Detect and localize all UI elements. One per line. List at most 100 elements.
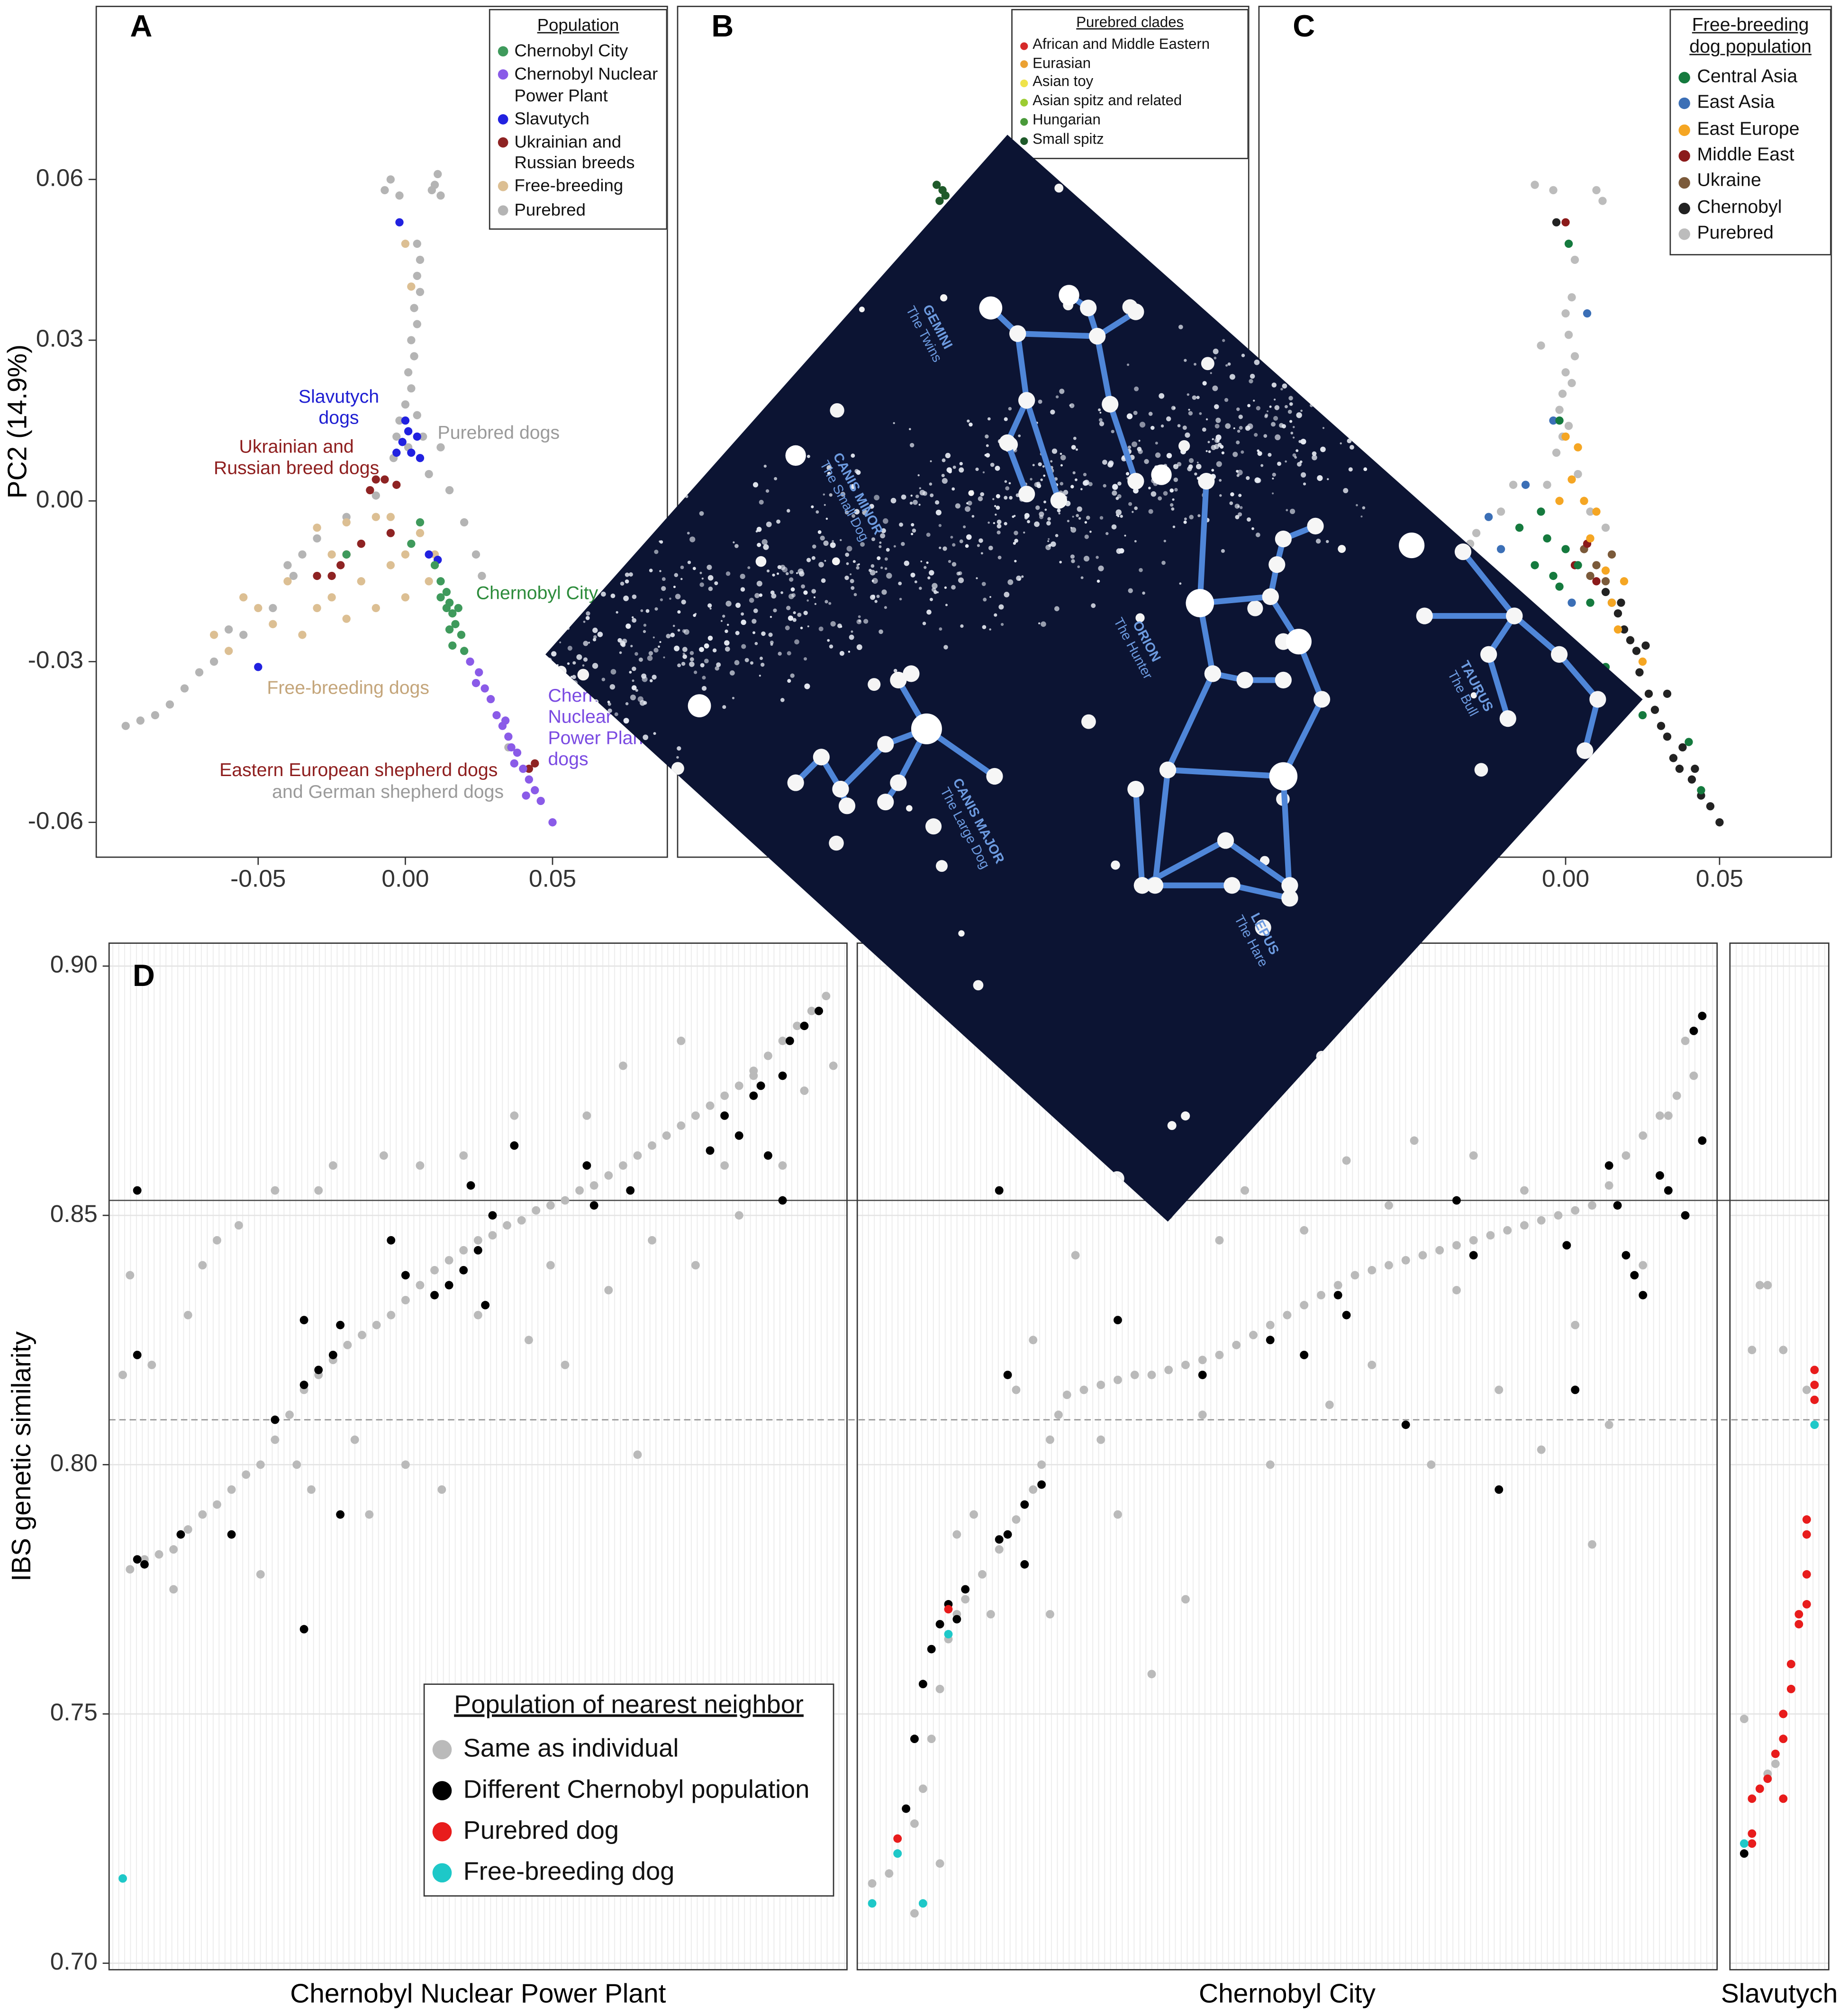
data-point [336, 561, 345, 570]
legend-marker [432, 1821, 452, 1841]
milky-way-star [1315, 538, 1321, 544]
milky-way-star [804, 683, 810, 689]
milky-way-star [1312, 358, 1316, 362]
data-point [198, 1261, 207, 1270]
milky-way-star [1271, 382, 1277, 388]
data-point [1620, 577, 1629, 586]
data-point [225, 647, 233, 655]
bright-star [1059, 285, 1079, 306]
data-point [1794, 1620, 1803, 1628]
y-axis-title: IBS genetic similarity [7, 1331, 36, 1582]
milky-way-star [1312, 454, 1317, 461]
milky-way-star [1196, 463, 1202, 470]
milky-way-star [761, 539, 768, 545]
legend-label: Eurasian [1033, 56, 1091, 72]
data-point [413, 411, 421, 419]
data-point [1656, 1111, 1664, 1120]
data-point [1266, 1336, 1275, 1345]
constellation-star [838, 797, 856, 814]
legend-label: Chernobyl City [514, 41, 628, 61]
milky-way-star [778, 651, 782, 656]
milky-way-star [969, 422, 973, 427]
milky-way-star [704, 659, 709, 663]
data-point [365, 1510, 374, 1519]
bright-star [1186, 589, 1214, 617]
milky-way-star [1214, 356, 1217, 360]
data-point [1531, 561, 1539, 570]
constellation-star [1050, 492, 1067, 509]
milky-way-star [1039, 511, 1044, 517]
data-point [910, 1909, 919, 1918]
data-point [1300, 1350, 1309, 1359]
milky-way-star [1043, 500, 1046, 504]
milky-way-star [1251, 527, 1254, 530]
data-point [436, 443, 445, 452]
data-point [234, 1221, 243, 1230]
data-point [1571, 1206, 1580, 1215]
milky-way-star [560, 619, 566, 625]
constellation-star [1275, 530, 1292, 548]
milky-way-star [854, 509, 860, 515]
data-point [1198, 1370, 1207, 1379]
milky-way-star [1098, 408, 1101, 412]
milky-way-star [814, 603, 817, 605]
milky-way-star [689, 651, 694, 655]
data-point [430, 1291, 439, 1300]
bright-star [979, 296, 1003, 320]
milky-way-star [1045, 544, 1051, 551]
data-point [121, 722, 130, 730]
milky-way-star [938, 524, 942, 527]
milky-way-star [1116, 548, 1122, 554]
data-point [209, 631, 218, 639]
legend-marker [498, 181, 508, 192]
milky-way-star [987, 417, 991, 421]
data-point [1484, 513, 1493, 521]
star [1366, 296, 1376, 307]
data-point [165, 700, 174, 709]
milky-way-star [729, 670, 735, 676]
constellation-star [1146, 877, 1164, 894]
star [1323, 199, 1337, 212]
data-point [1755, 1281, 1764, 1290]
data-point [1613, 1201, 1622, 1210]
milky-way-star [793, 611, 796, 615]
milky-way-star [592, 571, 597, 576]
milky-way-star [1091, 603, 1096, 608]
star [1303, 1198, 1318, 1213]
milky-way-star [1032, 464, 1035, 467]
milky-way-star [759, 593, 763, 597]
milky-way-star [882, 518, 888, 524]
milky-way-star [1075, 448, 1078, 451]
milky-way-star [1289, 420, 1293, 423]
milky-way-star [580, 709, 584, 713]
milky-way-star [725, 600, 732, 607]
data-point [1663, 732, 1672, 741]
milky-way-star [996, 519, 1002, 524]
star [1518, 1082, 1525, 1089]
data-point [510, 1111, 519, 1120]
data-point [1418, 1251, 1427, 1260]
milky-way-star [744, 658, 749, 662]
milky-way-star [1014, 560, 1017, 562]
milky-way-star [1272, 492, 1274, 495]
data-point [1241, 1186, 1250, 1195]
milky-way-star [682, 652, 685, 655]
milky-way-star [581, 742, 583, 744]
milky-way-star [592, 627, 598, 633]
milky-way-star [1352, 406, 1357, 410]
data-point [995, 1186, 1004, 1195]
milky-way-star [840, 625, 842, 628]
milky-way-star [1172, 498, 1175, 501]
data-point [677, 1036, 686, 1045]
data-point [401, 400, 410, 409]
milky-way-star [761, 662, 765, 667]
milky-way-star [707, 635, 713, 641]
milky-way-star [1341, 422, 1345, 426]
data-point [395, 191, 404, 200]
milky-way-star [763, 464, 767, 468]
milky-way-star [1096, 556, 1099, 559]
x-tick-label: 0.00 [381, 865, 429, 892]
milky-way-star [1173, 407, 1176, 409]
milky-way-star [1030, 478, 1033, 481]
